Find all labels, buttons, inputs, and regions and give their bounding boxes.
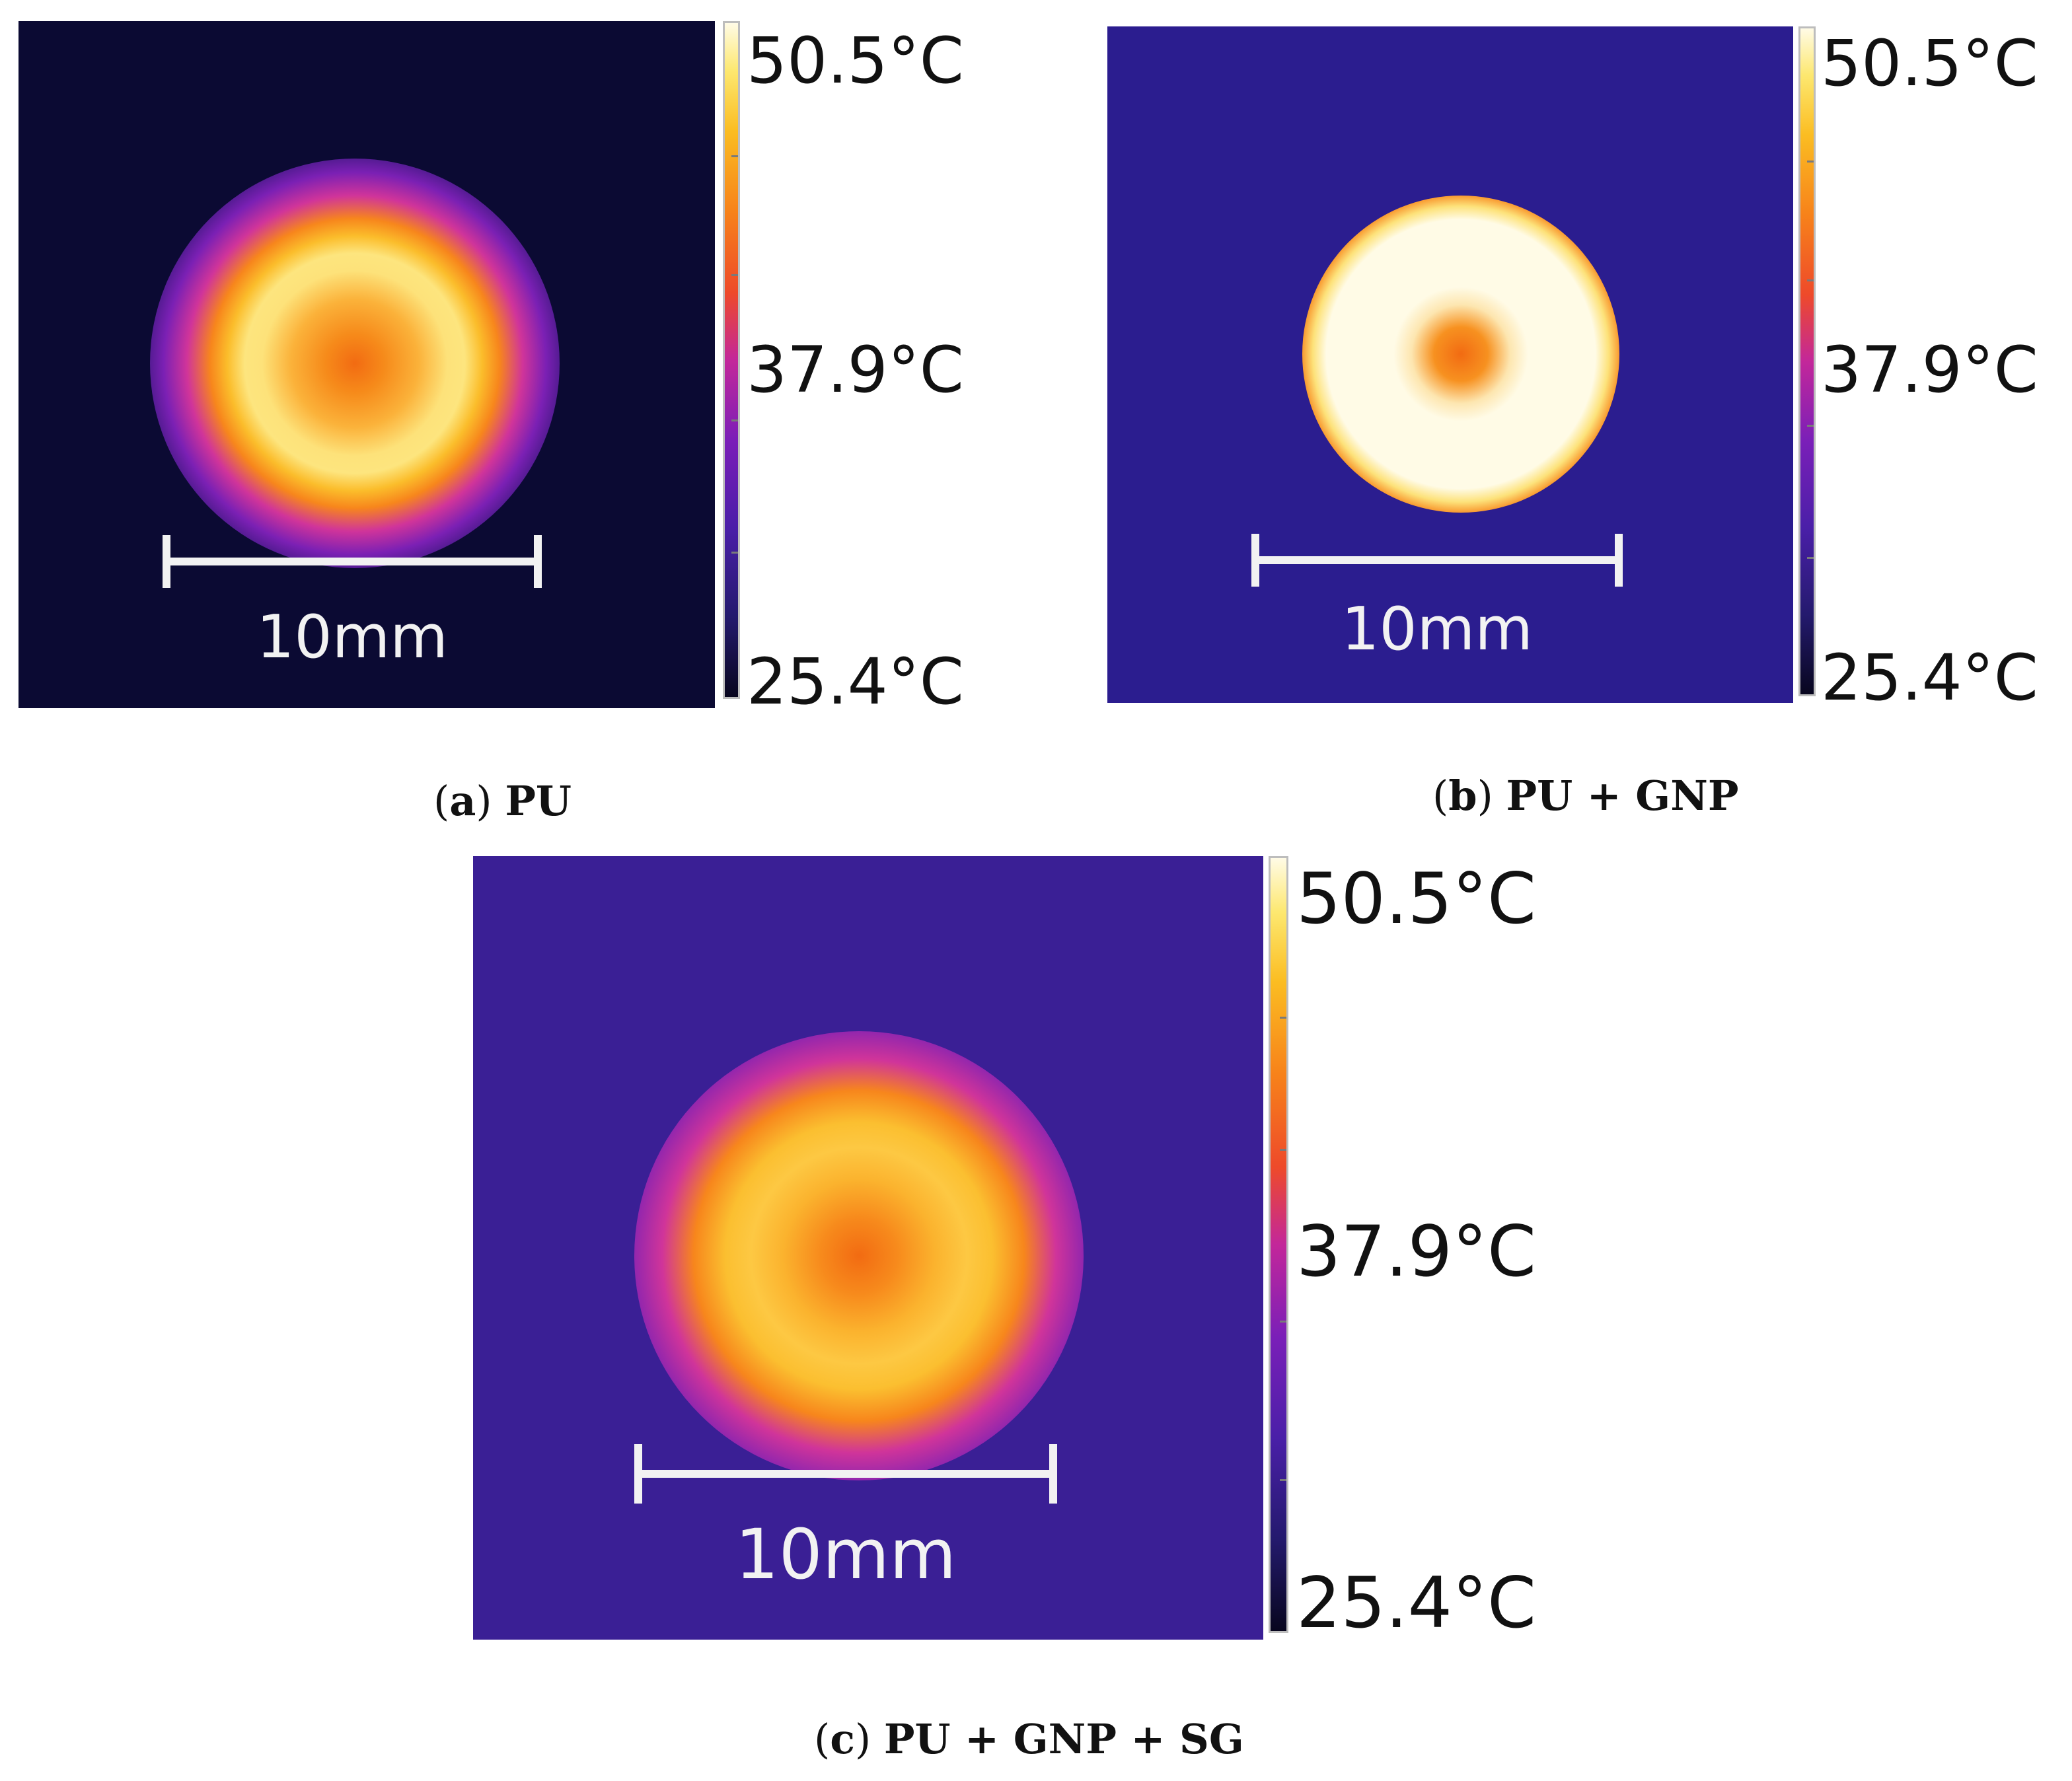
- colorbar-a: [723, 21, 740, 699]
- colorbar-c: [1269, 856, 1288, 1633]
- colorbar-mid-a: 37.9°C: [747, 333, 964, 407]
- caption-a: (a) PU: [433, 777, 572, 825]
- thermal-image-b: 10mm: [1107, 26, 1793, 703]
- scale-label-c: 10mm: [735, 1514, 957, 1595]
- caption-c: (c) PU + GNP + SG: [814, 1715, 1244, 1763]
- scale-bar-b: [1251, 534, 1623, 587]
- scale-bar-c: [634, 1444, 1057, 1504]
- colorbar-max-b: 50.5°C: [1821, 26, 2038, 100]
- colorbar-min-a: 25.4°C: [747, 645, 964, 719]
- colorbar-max-c: 50.5°C: [1296, 858, 1537, 939]
- hotspot-b: [1302, 196, 1619, 513]
- thermal-image-c: 10mm: [473, 856, 1263, 1640]
- colorbar-mid-b: 37.9°C: [1821, 333, 2038, 407]
- hotspot-c: [634, 1031, 1084, 1480]
- colorbar-min-b: 25.4°C: [1821, 641, 2038, 715]
- colorbar-max-a: 50.5°C: [747, 24, 964, 98]
- colorbar-mid-c: 37.9°C: [1296, 1211, 1537, 1292]
- scale-label-a: 10mm: [256, 602, 448, 672]
- hotspot-a: [150, 159, 560, 568]
- colorbar-b: [1798, 26, 1816, 696]
- thermal-image-a: 10mm: [18, 21, 715, 708]
- scale-label-b: 10mm: [1341, 595, 1533, 664]
- colorbar-min-c: 25.4°C: [1296, 1562, 1537, 1644]
- scale-bar-a: [163, 535, 542, 588]
- caption-b: (b) PU + GNP: [1432, 772, 1739, 820]
